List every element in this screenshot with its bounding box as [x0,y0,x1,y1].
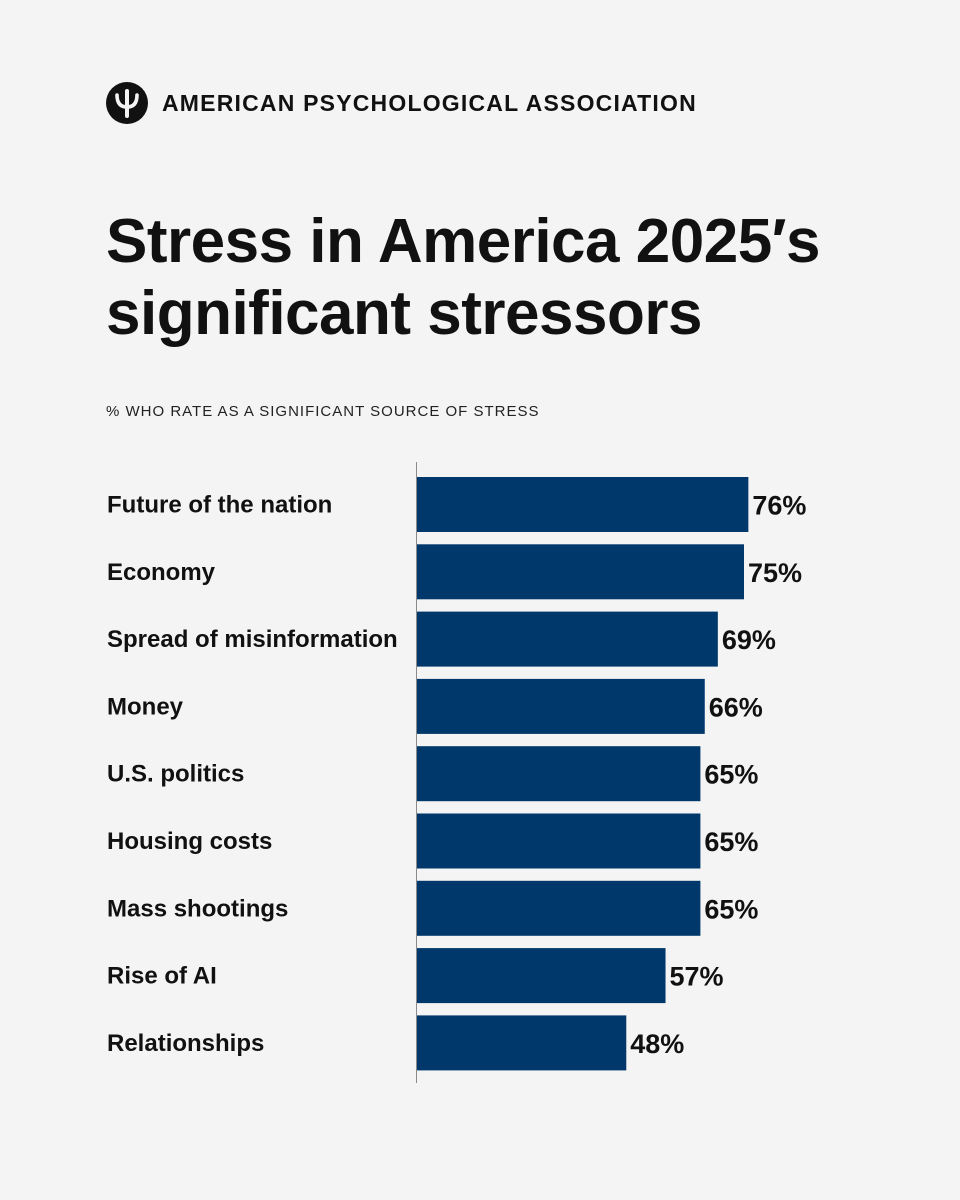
value-label: 65% [704,827,758,857]
value-label: 75% [748,558,802,588]
bar [417,1015,627,1071]
value-label: 48% [630,1029,684,1059]
organization-name: AMERICAN PSYCHOLOGICAL ASSOCIATION [162,89,697,116]
value-label: 69% [722,625,776,655]
value-label: 66% [709,692,763,722]
category-label: U.S. politics [107,761,244,788]
value-label: 65% [704,760,758,790]
chart-subtitle: % WHO RATE AS A SIGNIFICANT SOURCE OF ST… [106,403,540,420]
category-label: Rise of AI [107,963,217,990]
category-label: Relationships [107,1030,264,1057]
value-label: 76% [752,491,806,521]
category-label: Money [107,693,184,720]
bar [417,813,701,869]
category-label: Housing costs [107,828,272,855]
value-label: 57% [670,962,724,992]
value-label: 65% [704,894,758,924]
bar [417,477,749,532]
bar [417,678,705,734]
bar [417,544,744,600]
chart-title: Stress in America 2025′s significant str… [106,207,821,348]
bar [417,948,666,1004]
bar [417,746,701,802]
category-label: Future of the nation [107,492,332,519]
category-label: Spread of misinformation [107,626,398,653]
header: AMERICAN PSYCHOLOGICAL ASSOCIATION [106,82,697,124]
bar [417,611,718,667]
category-label: Economy [107,559,216,586]
psi-icon [106,82,148,124]
category-label: Mass shootings [107,895,288,922]
bar [417,880,701,936]
